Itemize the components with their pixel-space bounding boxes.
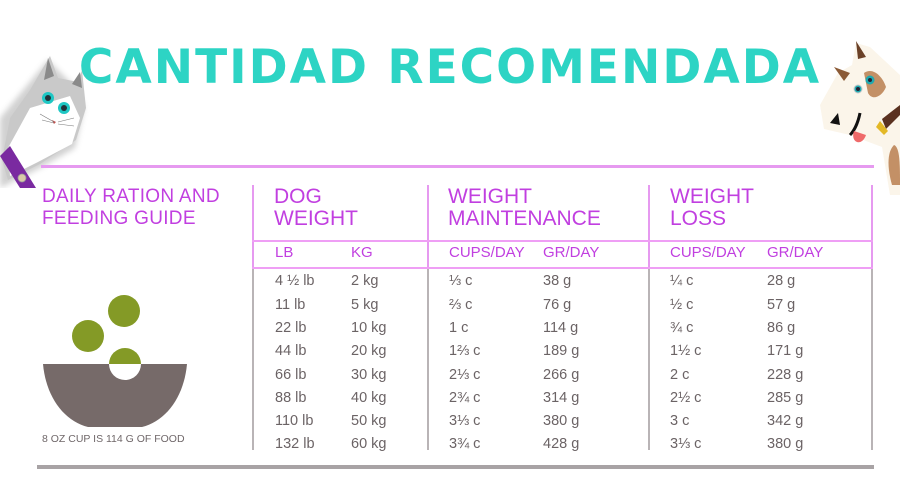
subheader-lb: LB	[275, 244, 294, 261]
subheader-divider	[252, 267, 873, 269]
subheader-cups-day-maintenance: CUPS/DAY	[449, 244, 525, 261]
cell-loss-gr: 380 g	[767, 436, 804, 452]
cell-maint-gr: 266 g	[543, 367, 580, 383]
cell-loss-gr: 285 g	[767, 390, 804, 406]
page-title: CANTIDAD RECOMENDADA	[78, 40, 822, 95]
column-divider	[427, 185, 429, 267]
subheader-gr-day-maintenance: GR/DAY	[543, 244, 600, 261]
cell-loss-cups: 3 c	[670, 413, 690, 429]
bottom-divider	[37, 465, 874, 469]
cell-maint-cups: 1 c	[449, 320, 469, 336]
dog-mascot-icon	[810, 35, 900, 195]
cell-maint-cups: 2⅓ c	[449, 367, 481, 383]
guide-title-line1: DAILY RATION AND	[42, 186, 220, 207]
cell-loss-cups: 3⅓ c	[670, 436, 702, 452]
cell-lb: 4 ½ lb	[275, 273, 315, 289]
cell-loss-cups: 2 c	[670, 367, 690, 383]
column-divider	[648, 267, 650, 450]
column-divider	[252, 185, 254, 267]
cell-loss-cups: ¾ c	[670, 320, 694, 336]
column-divider	[252, 267, 254, 450]
cell-loss-cups: ¼ c	[670, 273, 694, 289]
cell-maint-gr: 114 g	[543, 320, 579, 336]
guide-title-line2: FEEDING GUIDE	[42, 208, 196, 229]
cell-maint-cups: 2¾ c	[449, 390, 481, 406]
column-divider	[427, 267, 429, 450]
cell-maint-gr: 76 g	[543, 297, 572, 313]
cell-lb: 110 lb	[275, 413, 314, 429]
column-divider	[871, 267, 873, 450]
subheader-gr-day-loss: GR/DAY	[767, 244, 824, 261]
food-bowl-icon	[40, 285, 200, 445]
cat-mascot-icon	[0, 48, 90, 188]
cell-maint-cups: ⅓ c	[449, 273, 473, 289]
cell-loss-gr: 342 g	[767, 413, 804, 429]
cell-kg: 20 kg	[351, 343, 387, 359]
cell-maint-gr: 38 g	[543, 273, 572, 289]
cell-kg: 30 kg	[351, 367, 387, 383]
cell-loss-gr: 228 g	[767, 367, 804, 383]
cell-kg: 2 kg	[351, 273, 379, 289]
cell-maint-gr: 189 g	[543, 343, 580, 359]
cell-kg: 10 kg	[351, 320, 387, 336]
subheader-kg: KG	[351, 244, 373, 261]
cell-lb: 44 lb	[275, 343, 307, 359]
cup-caption: 8 OZ CUP IS 114 G OF FOOD	[42, 433, 185, 445]
cell-maint-cups: 3⅓ c	[449, 413, 481, 429]
cell-loss-cups: 1½ c	[670, 343, 702, 359]
subheader-cups-day-loss: CUPS/DAY	[670, 244, 746, 261]
cell-kg: 5 kg	[351, 297, 379, 313]
cell-loss-gr: 171 g	[767, 343, 804, 359]
group-header-dog-weight: DOG WEIGHT	[274, 185, 358, 230]
cell-maint-cups: ⅔ c	[449, 297, 473, 313]
cell-kg: 50 kg	[351, 413, 387, 429]
cell-loss-cups: ½ c	[670, 297, 694, 313]
column-divider	[648, 185, 650, 267]
cell-lb: 88 lb	[275, 390, 307, 406]
cell-lb: 22 lb	[275, 320, 307, 336]
cell-maint-gr: 314 g	[543, 390, 580, 406]
cell-maint-cups: 3¾ c	[449, 436, 481, 452]
cell-loss-gr: 57 g	[767, 297, 796, 313]
cell-maint-gr: 428 g	[543, 436, 580, 452]
cell-lb: 66 lb	[275, 367, 307, 383]
cell-loss-gr: 86 g	[767, 320, 796, 336]
cell-lb: 11 lb	[275, 297, 306, 313]
top-divider	[41, 165, 874, 168]
group-header-weight-loss: WEIGHT LOSS	[670, 185, 754, 230]
header-divider	[252, 240, 873, 242]
cell-kg: 40 kg	[351, 390, 387, 406]
cell-loss-cups: 2½ c	[670, 390, 702, 406]
cell-maint-gr: 380 g	[543, 413, 580, 429]
cell-loss-gr: 28 g	[767, 273, 796, 289]
column-divider	[871, 185, 873, 267]
cell-maint-cups: 1⅔ c	[449, 343, 481, 359]
cell-lb: 132 lb	[275, 436, 315, 452]
guide-title: DAILY RATION AND FEEDING GUIDE	[42, 186, 220, 230]
group-header-weight-maintenance: WEIGHT MAINTENANCE	[448, 185, 601, 230]
cell-kg: 60 kg	[351, 436, 387, 452]
